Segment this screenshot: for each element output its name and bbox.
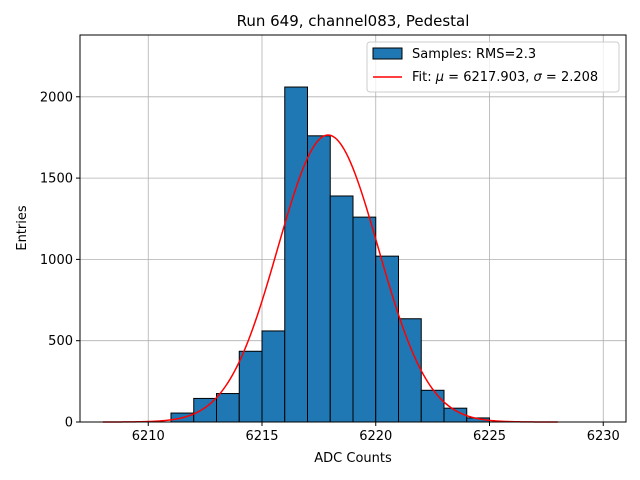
histogram-bar	[238, 350, 263, 423]
fit-sigma-value: 2.208	[561, 70, 598, 85]
mu-symbol: μ	[435, 70, 444, 85]
histogram-bar	[375, 255, 399, 423]
histogram-bar	[216, 393, 240, 423]
histogram-bars	[170, 86, 490, 423]
axis-ticks: 6210 6215 6220 6225 6230 0 500 1000 1500 2000	[40, 90, 620, 444]
x-tick-label: 6215	[245, 429, 278, 444]
y-axis-label: Entries	[15, 205, 30, 251]
histogram-bar	[352, 216, 377, 423]
y-tick-label: 2000	[40, 90, 73, 105]
y-tick-label: 0	[65, 416, 73, 431]
histogram-bar	[307, 135, 331, 423]
legend: Samples: RMS=2.3 Fit: μ = 6217.903, σ = …	[366, 41, 620, 93]
x-tick-label: 6225	[473, 429, 506, 444]
sigma-symbol: σ	[534, 70, 543, 85]
y-tick-label: 1000	[40, 253, 73, 268]
fit-label-prefix: Fit:	[412, 70, 436, 85]
sigma-equals: =	[542, 70, 561, 85]
fit-mu-value: 6217.903	[463, 70, 525, 85]
mu-equals: =	[444, 70, 463, 85]
x-axis-label: ADC Counts	[314, 451, 392, 466]
fit-separator: ,	[525, 70, 533, 85]
histogram-bar	[420, 389, 445, 423]
chart-title: Run 649, channel083, Pedestal	[237, 12, 470, 30]
histogram-bar	[329, 195, 354, 423]
histogram-bar	[284, 86, 308, 423]
histogram-bar	[398, 318, 422, 423]
plot-frame	[79, 34, 627, 423]
legend-label-samples: Samples: RMS=2.3	[412, 47, 536, 62]
legend-swatch-samples	[372, 47, 403, 60]
legend-box	[366, 41, 620, 93]
x-tick-label: 6230	[587, 429, 620, 444]
histogram-bar	[261, 330, 286, 423]
x-tick-label: 6220	[359, 429, 392, 444]
legend-label-fit: Fit: μ = 6217.903, σ = 2.208	[412, 70, 598, 85]
fit-curve	[102, 134, 558, 423]
x-tick-label: 6210	[132, 429, 165, 444]
y-tick-label: 500	[48, 334, 73, 349]
y-tick-label: 1500	[40, 172, 73, 187]
